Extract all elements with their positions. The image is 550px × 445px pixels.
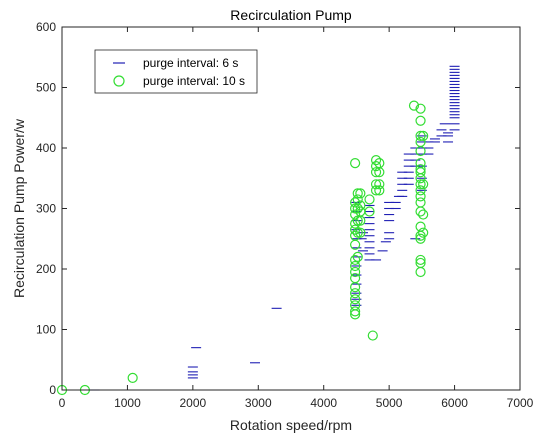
- axis-ticks: 0 1000 2000 3000 4000 5000 6000 7000 0 100 200 300 4…: [36, 20, 534, 410]
- data-point-circle: [415, 233, 426, 244]
- x-tick-label: 2000: [180, 396, 207, 410]
- data-point-circle: [415, 115, 426, 126]
- data-point-circle: [350, 209, 361, 220]
- data-point-circle: [350, 224, 361, 235]
- data-point-circle: [127, 372, 138, 383]
- x-tick-label: 6000: [441, 396, 468, 410]
- data-point-circle: [350, 294, 361, 305]
- data-point-circle: [350, 260, 361, 272]
- data-point-circle: [418, 179, 429, 190]
- data-point-circle: [415, 103, 426, 114]
- data-point-circle: [415, 191, 426, 202]
- plot-frame: [61, 26, 521, 391]
- x-tick-label: 3000: [245, 396, 272, 410]
- data-point-circle: [352, 194, 363, 205]
- x-tick-label: 7000: [507, 396, 534, 410]
- legend-box: [94, 49, 258, 94]
- data-point-circle: [374, 185, 385, 196]
- series-2: [56, 100, 429, 396]
- data-point-circle: [350, 266, 361, 278]
- data-point-circle: [415, 136, 426, 148]
- data-point-circle: [418, 209, 429, 220]
- data-point-circle: [370, 155, 382, 166]
- data-point-circle: [350, 306, 361, 317]
- data-point-circle: [415, 254, 426, 266]
- y-tick-label: 200: [36, 262, 56, 276]
- x-tick-label: 4000: [310, 396, 337, 410]
- data-point-circle: [415, 197, 426, 208]
- y-tick-label: 600: [36, 20, 56, 34]
- x-tick-label: 0: [59, 396, 66, 410]
- chart-title: Recirculation Pump: [230, 7, 352, 23]
- x-axis-label: Rotation speed/rpm: [230, 417, 352, 433]
- data-point-circle: [350, 288, 361, 299]
- data-point-circle: [415, 158, 426, 169]
- y-axis-label: Recirculation Pump Power/w: [11, 118, 27, 298]
- x-tick-label: 1000: [114, 396, 141, 410]
- data-point-circle: [364, 206, 375, 217]
- data-point-circle: [415, 266, 426, 278]
- y-tick-label: 0: [49, 383, 56, 397]
- data-point-circle: [370, 179, 382, 190]
- data-point-circle: [374, 158, 385, 169]
- data-point-circle: [415, 179, 426, 190]
- legend: purge interval: 6 s purge interval: 10 s: [94, 49, 258, 94]
- data-point-circle: [418, 130, 429, 141]
- data-point-circle: [350, 203, 361, 214]
- y-tick-label: 400: [36, 141, 56, 155]
- data-point-circle: [415, 130, 426, 141]
- data-point-circle: [355, 188, 366, 199]
- data-point-circle: [370, 161, 382, 172]
- data-point-circle: [355, 200, 366, 211]
- y-tick-label: 100: [36, 323, 56, 337]
- data-point-circle: [352, 188, 363, 199]
- data-points: [56, 65, 460, 396]
- data-point-circle: [415, 221, 426, 232]
- data-point-circle: [350, 272, 361, 284]
- data-point-circle: [415, 164, 426, 175]
- data-point-circle: [352, 251, 363, 262]
- data-point-circle: [408, 100, 420, 111]
- data-point-circle: [415, 185, 426, 196]
- data-point-circle: [418, 227, 429, 238]
- data-point-circle: [415, 257, 426, 269]
- data-point-circle: [352, 215, 363, 226]
- data-point-circle: [350, 300, 361, 311]
- data-point-circle: [350, 230, 361, 241]
- data-point-circle: [350, 254, 361, 266]
- data-point-circle: [370, 167, 382, 178]
- y-axis-label-group: Recirculation Pump Power/w: [11, 118, 27, 298]
- legend-label-series-2: purge interval: 10 s: [143, 74, 245, 88]
- series-1: [89, 65, 460, 391]
- data-point-circle: [367, 330, 378, 341]
- data-point-circle: [350, 158, 361, 169]
- data-point-circle: [370, 185, 382, 196]
- data-point-circle: [352, 227, 363, 238]
- y-tick-label: 500: [36, 81, 56, 95]
- data-point-circle: [355, 227, 366, 238]
- y-tick-label: 300: [36, 202, 56, 216]
- legend-label-series-1: purge interval: 6 s: [143, 56, 238, 70]
- x-tick-label: 5000: [376, 396, 403, 410]
- legend-marker-series-2: [113, 75, 125, 87]
- data-point-circle: [350, 197, 361, 208]
- data-point-circle: [364, 194, 375, 205]
- data-point-circle: [374, 179, 385, 190]
